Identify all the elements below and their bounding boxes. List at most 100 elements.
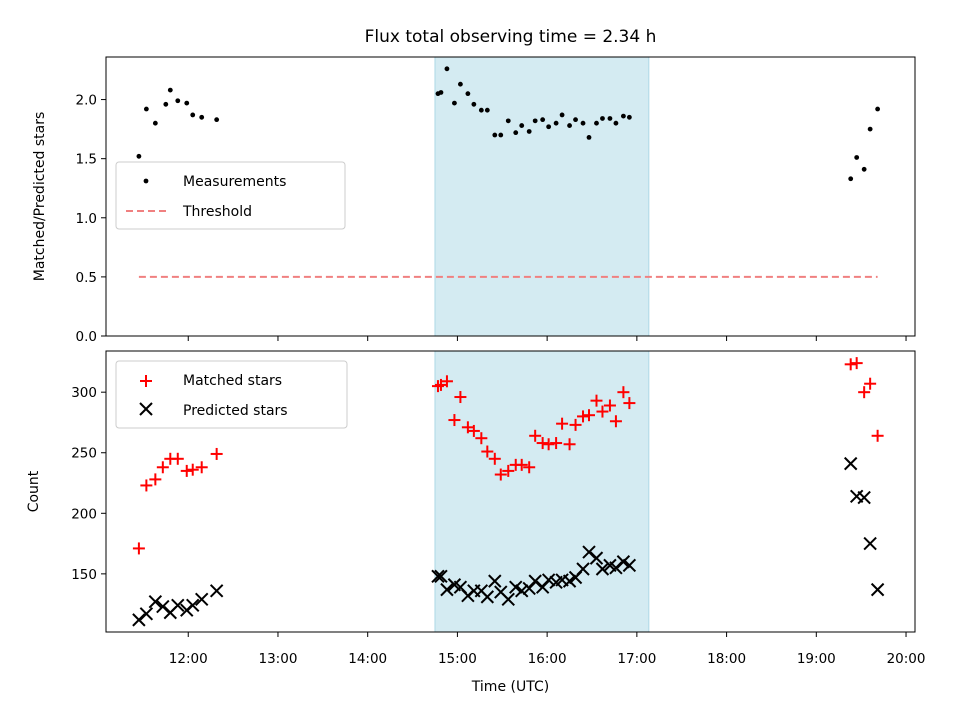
x-tick-label: 18:00 [707, 651, 746, 667]
predicted-star-point [870, 582, 885, 597]
predicted-star-point [431, 569, 445, 583]
measurement-point [478, 107, 484, 113]
x-axis-label: Time (UTC) [471, 679, 549, 695]
measurement-point [465, 91, 471, 97]
count-panel: 150 200 250 300 Count Matched stars Predict… [26, 350, 916, 637]
matched-star-point [186, 463, 199, 476]
predicted-star-point [148, 595, 163, 609]
x-tick-label: 20:00 [887, 651, 926, 667]
predicted-star-point [857, 490, 871, 505]
predicted-star-point [156, 599, 170, 614]
measurement-point [199, 114, 205, 120]
matched-star-point [871, 429, 884, 442]
predicted-star-point [541, 573, 556, 587]
matched-star-point [590, 394, 603, 407]
x-tick-label: 14:00 [348, 651, 387, 667]
measurement-point [458, 81, 463, 87]
predicted-star-point [609, 561, 623, 575]
matched-star-point [609, 415, 622, 428]
legend-measurements-marker [143, 178, 149, 184]
matched-star-point [563, 438, 576, 451]
matched-star-point [149, 473, 162, 486]
measurement-point [848, 176, 854, 182]
measurement-point [513, 130, 519, 136]
measurement-point [452, 100, 457, 106]
predicted-star-point [863, 536, 877, 551]
measurement-point [600, 116, 605, 121]
measurement-point [163, 101, 169, 107]
predicted-star-point [488, 574, 502, 588]
measurement-point [175, 98, 181, 104]
predicted-star-point [562, 574, 577, 588]
measurement-point [573, 117, 578, 123]
measurement-point [484, 107, 490, 113]
y-tick-label: 1.0 [76, 211, 97, 227]
measurement-point [540, 117, 546, 123]
matched-star-point [596, 405, 609, 418]
measurement-point [498, 132, 504, 138]
measurement-point [167, 87, 173, 93]
x-tick-label: 13:00 [259, 651, 298, 667]
matched-star-point [844, 358, 857, 371]
predicted-star-point [528, 574, 542, 588]
predicted-star-point [515, 584, 529, 598]
measurement-point [621, 113, 626, 119]
matched-star-point [577, 410, 590, 423]
count-panel-frame [105, 350, 916, 633]
measurement-point [471, 101, 477, 107]
matched-star-point [454, 391, 467, 404]
measurement-point [875, 106, 881, 112]
matched-star-point [502, 464, 515, 477]
measurement-point [184, 100, 190, 106]
measurement-point [438, 90, 444, 95]
measurement-point [580, 120, 586, 126]
predicted-star-point [582, 545, 596, 559]
predicted-star-point [576, 562, 590, 576]
matched-star-point [583, 409, 596, 422]
predicted-star-point [194, 592, 209, 607]
matched-star-point [623, 397, 636, 410]
matched-star-point [515, 458, 528, 471]
matched-star-point [858, 386, 871, 399]
y-tick-label: 200 [71, 506, 97, 522]
predicted-star-point [501, 592, 515, 607]
legend-matched-label: Matched stars [183, 373, 282, 389]
predicted-star-point [843, 456, 858, 471]
legend-threshold-label: Threshold [182, 204, 252, 220]
matched-star-point [467, 424, 480, 437]
measurement-point [607, 116, 613, 121]
measurement-point [613, 120, 619, 126]
y-tick-label: 1.5 [76, 152, 97, 168]
measurement-point [567, 123, 572, 128]
measurement-point [594, 120, 599, 126]
measurement-point [546, 124, 552, 130]
ratio-panel-frame [105, 56, 916, 337]
predicted-star-point [434, 569, 448, 583]
matched-star-point [475, 432, 488, 445]
predicted-star-point [480, 590, 495, 604]
measurement-point [867, 126, 873, 132]
predicted-star-point [139, 607, 154, 621]
legend-matched-marker [140, 375, 152, 387]
matched-star-point [569, 418, 582, 431]
matched-star-point [195, 461, 208, 474]
y-tick-label: 250 [71, 446, 97, 462]
shaded-region [434, 56, 650, 337]
measurement-point [626, 114, 632, 120]
measurement-point [190, 112, 196, 118]
matched-star-point [542, 438, 555, 451]
measurement-point [214, 117, 220, 123]
y-tick-label: 0.0 [76, 329, 97, 345]
matched-star-point [448, 414, 461, 427]
matched-star-point [171, 452, 184, 465]
ratio-panel-legend: Measurements Threshold [115, 161, 346, 230]
matched-star-point [140, 479, 153, 492]
predicted-star-point [595, 562, 610, 576]
matched-star-point [617, 386, 630, 399]
y-tick-label: 2.0 [76, 93, 97, 109]
matched-star-point [440, 375, 453, 388]
matched-star-point [481, 445, 494, 458]
count-panel-legend: Matched stars Predicted stars [115, 360, 348, 429]
x-tick-label: 15:00 [438, 651, 477, 667]
shaded-region [434, 350, 650, 633]
